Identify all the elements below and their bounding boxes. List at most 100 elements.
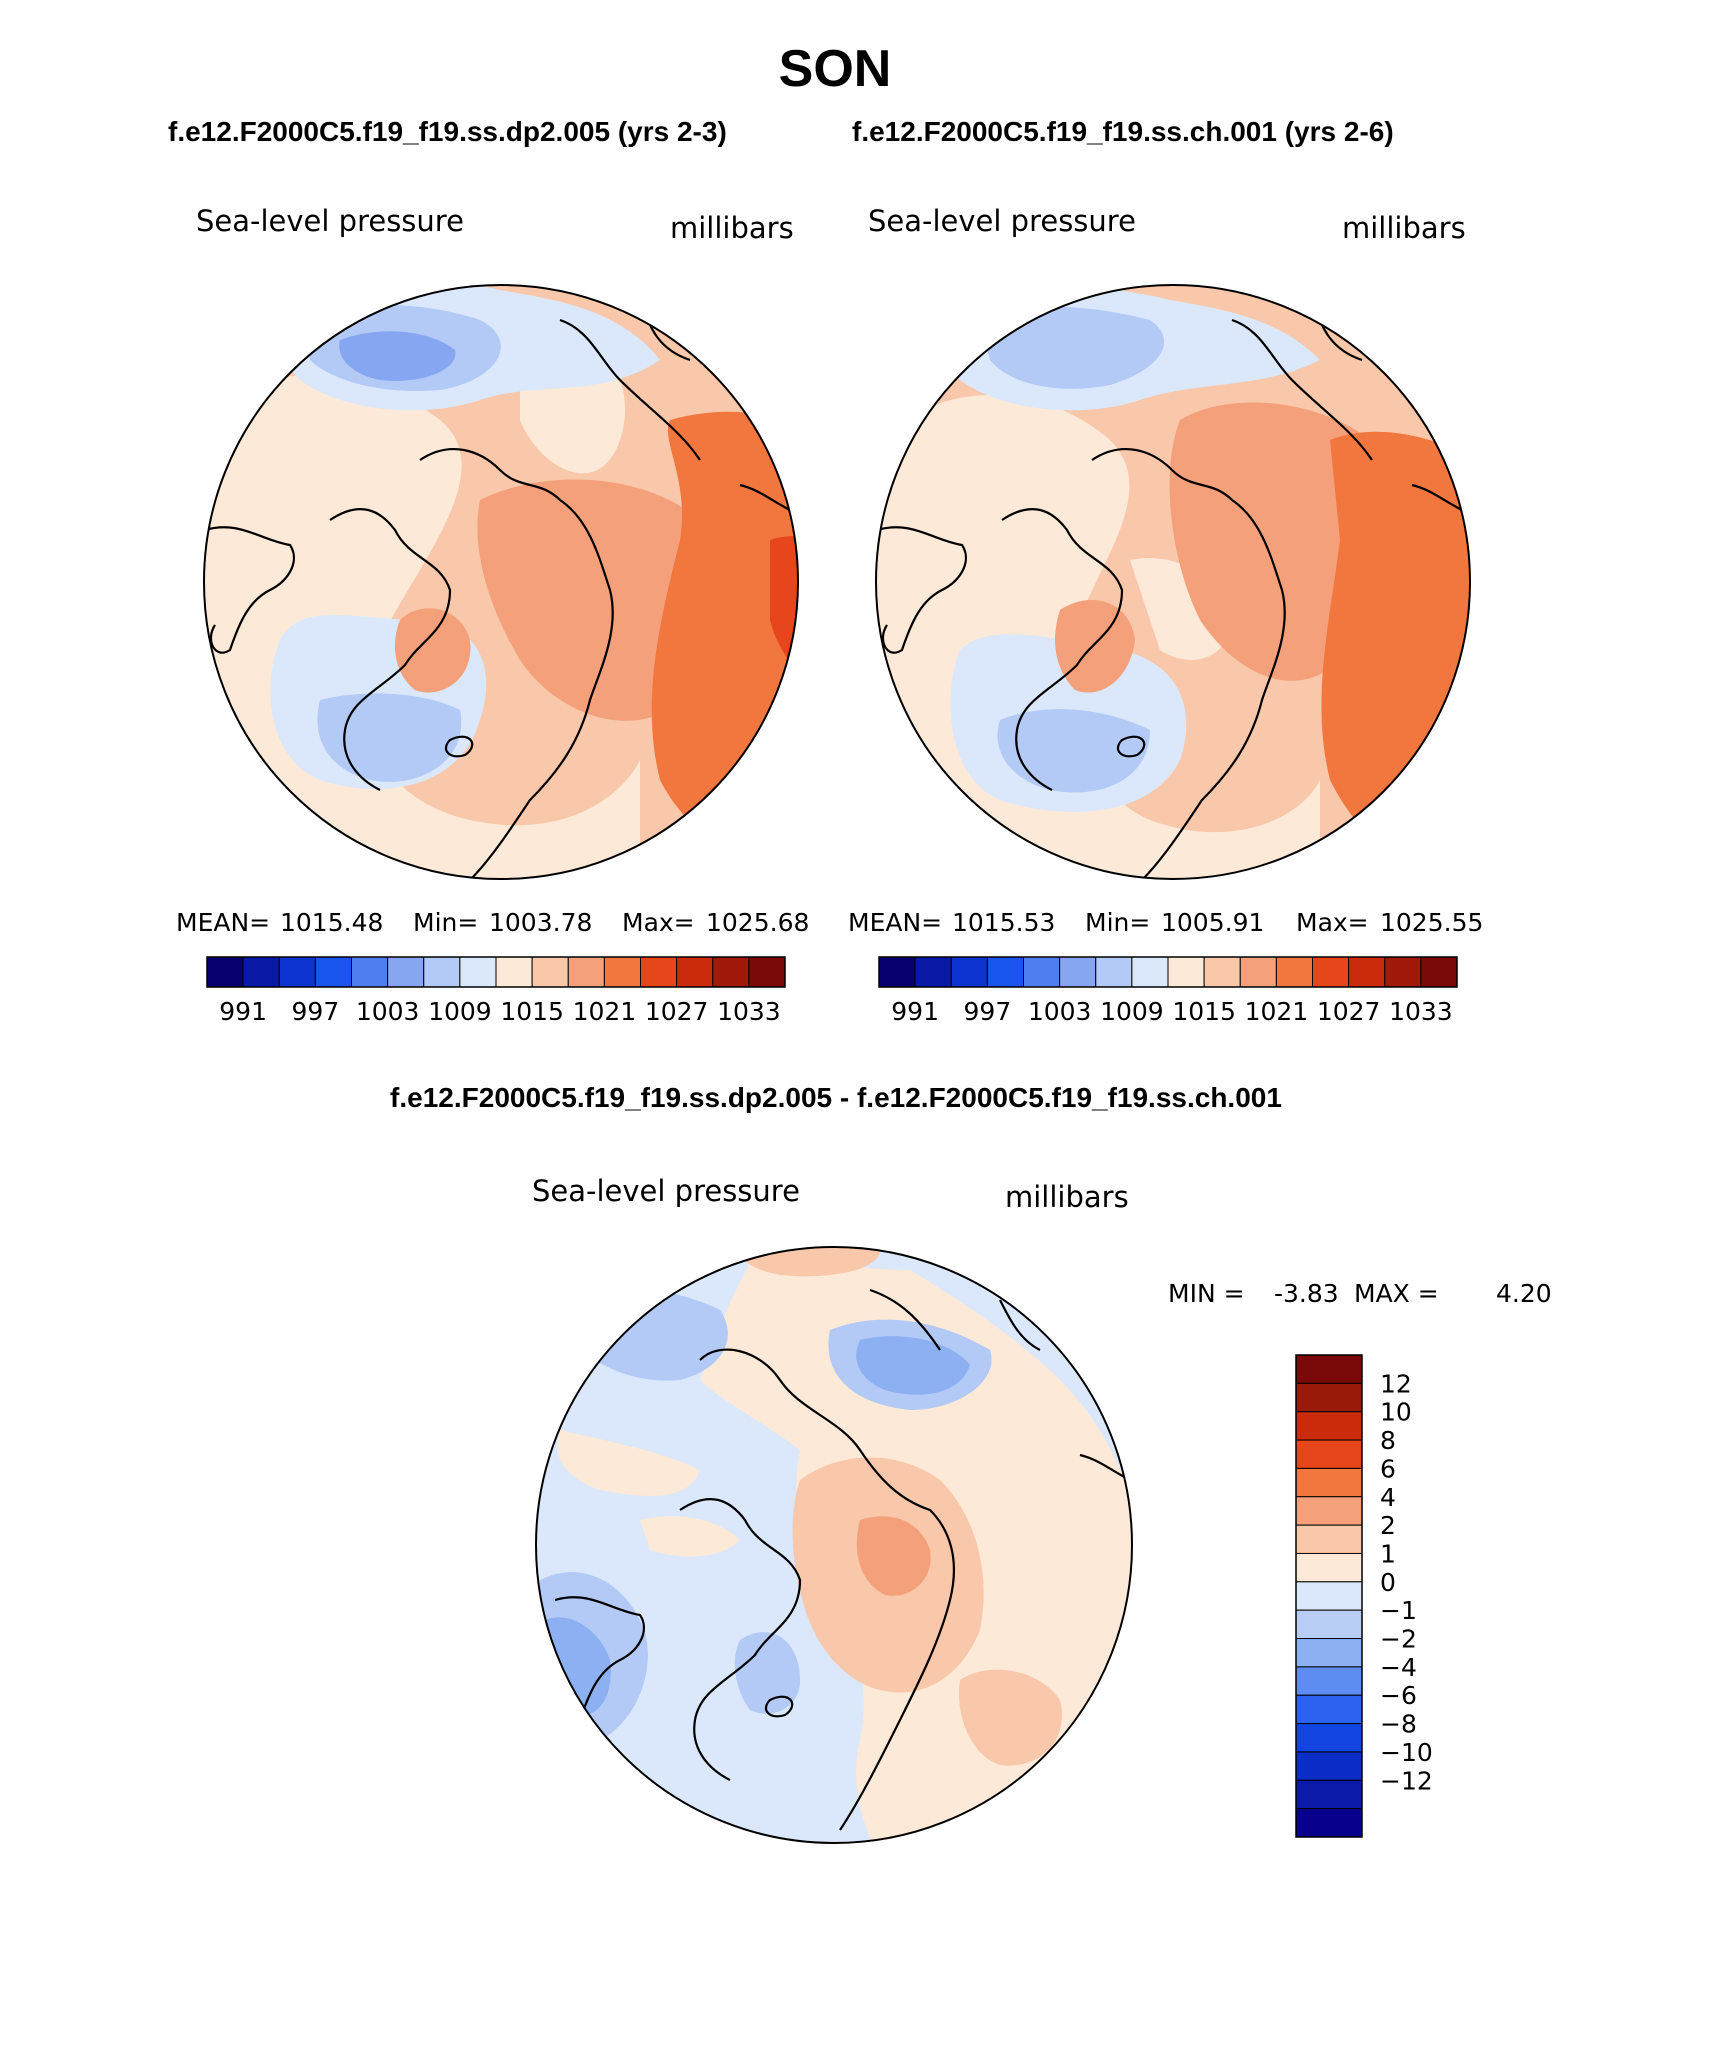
panel-diff-units: millibars <box>1005 1180 1129 1214</box>
colorbar-diff-tick-label: 10 <box>1380 1398 1412 1427</box>
colorbar-left-swatch <box>423 956 461 988</box>
colorbar-right-tick-label: 991 <box>891 997 939 1026</box>
colorbar-diff-swatch <box>1295 1609 1363 1640</box>
colorbar-right-swatch <box>914 956 952 988</box>
colorbar-left-tick-label: 997 <box>292 997 340 1026</box>
colorbar-diff-tick-label: 6 <box>1380 1454 1396 1483</box>
colorbar-diff-swatch <box>1295 1666 1363 1696</box>
colorbar-right-tick-label: 1027 <box>1317 997 1381 1026</box>
panel-left-min: 1003.78 <box>489 908 592 937</box>
panel-diff: Sea-level pressure millibars <box>532 1174 1552 1844</box>
colorbar-left-tick-label: 1009 <box>428 997 492 1026</box>
colorbar-left-tick-label: 1033 <box>717 997 781 1026</box>
colorbar-diff-swatch <box>1295 1467 1363 1498</box>
polar-map-left <box>204 285 798 879</box>
colorbar-diff-swatch <box>1295 1439 1363 1469</box>
panel-right-mean-label: MEAN= <box>848 908 942 937</box>
diff-max-label: MAX = <box>1354 1279 1439 1308</box>
colorbar-right-swatch <box>1312 956 1350 988</box>
colorbar-left-swatch <box>567 956 605 988</box>
colorbar-diff-swatch <box>1295 1694 1363 1725</box>
colorbar-diff-swatch <box>1295 1524 1363 1554</box>
colorbar-right-tick-label: 1033 <box>1389 997 1453 1026</box>
colorbar-diff-tick-label: −4 <box>1380 1653 1417 1682</box>
panel-left-max: 1025.68 <box>706 908 809 937</box>
panel-left-variable: Sea-level pressure <box>196 204 464 238</box>
colorbar-diff-tick-label: −1 <box>1380 1596 1417 1625</box>
panel-right-min: 1005.91 <box>1161 908 1264 937</box>
colorbar-left-swatch <box>640 956 678 988</box>
colorbar-left-swatch <box>351 956 389 988</box>
colorbar-right-swatch <box>986 956 1024 988</box>
colorbar-diff-swatch <box>1295 1354 1363 1384</box>
colorbar-diff-swatch <box>1295 1638 1363 1668</box>
colorbar-diff-tick-label: −12 <box>1380 1766 1433 1795</box>
colorbar-diff-swatch <box>1295 1552 1363 1583</box>
colorbar-left-swatch <box>206 956 244 988</box>
polar-map-diff <box>536 1247 1132 1843</box>
colorbar-diff-tick-label: 4 <box>1380 1483 1396 1512</box>
colorbar-left-swatch <box>242 956 280 988</box>
colorbar-right-swatch <box>1348 956 1386 988</box>
colorbar-right-swatch <box>1095 956 1133 988</box>
colorbar-right-swatch <box>1167 956 1205 988</box>
colorbar-diff-tick-label: 2 <box>1380 1511 1396 1540</box>
right-case-title: f.e12.F2000C5.f19_f19.ss.ch.001 (yrs 2-6… <box>852 116 1394 147</box>
left-case-title: f.e12.F2000C5.f19_f19.ss.dp2.005 (yrs 2-… <box>168 116 727 147</box>
colorbar-right-tick-label: 997 <box>964 997 1012 1026</box>
colorbar-left-tick-label: 991 <box>219 997 267 1026</box>
colorbar-right-swatch <box>1239 956 1277 988</box>
colorbar-right-tick-label: 1021 <box>1245 997 1309 1026</box>
panel-right-units: millibars <box>1342 211 1466 245</box>
colorbar-left-swatch <box>314 956 352 988</box>
colorbar-diff-tick-label: 12 <box>1380 1369 1412 1398</box>
colorbar-diff-swatch <box>1295 1751 1363 1781</box>
colorbar-right-swatch <box>1059 956 1097 988</box>
panel-left-mean: 1015.48 <box>280 908 383 937</box>
colorbar-right-swatch <box>1023 956 1061 988</box>
colorbar-right-tick-label: 1003 <box>1028 997 1092 1026</box>
colorbar-left-tick-label: 1015 <box>500 997 564 1026</box>
panel-right-variable: Sea-level pressure <box>868 204 1136 238</box>
colorbar-left-swatch <box>748 956 786 988</box>
colorbar-right-tick-label: 1009 <box>1100 997 1164 1026</box>
diff-min: -3.83 <box>1274 1279 1339 1308</box>
colorbar-diff-swatch <box>1295 1496 1363 1526</box>
colorbar-right-swatch <box>1275 956 1313 988</box>
colorbar-diff-swatch <box>1295 1779 1363 1810</box>
colorbar-left-swatch <box>712 956 750 988</box>
colorbar-diff-swatch <box>1295 1723 1363 1753</box>
colorbar-diff-tick-label: 8 <box>1380 1426 1396 1455</box>
colorbar-left-swatch <box>603 956 641 988</box>
colorbar-right-tick-label: 1015 <box>1172 997 1236 1026</box>
colorbar-left-swatch <box>459 956 497 988</box>
colorbar-right: 991 997 1003 1009 1015 1021 1027 1033 <box>878 956 1458 1026</box>
diff-title: f.e12.F2000C5.f19_f19.ss.dp2.005 - f.e12… <box>390 1082 1282 1113</box>
colorbar-left-swatch <box>278 956 316 988</box>
colorbar-left-tick-label: 1027 <box>645 997 709 1026</box>
colorbar-diff-tick-label: −2 <box>1380 1625 1417 1654</box>
colorbar-left-swatch <box>531 956 569 988</box>
colorbar-left-swatch <box>495 956 533 988</box>
colorbar-diff-swatch <box>1295 1581 1363 1611</box>
colorbar-left-swatch <box>676 956 714 988</box>
colorbar-right-swatch <box>1203 956 1241 988</box>
polar-map-right <box>876 285 1470 879</box>
panel-right: Sea-level pressure millibars <box>848 204 1483 1026</box>
figure-title: SON <box>779 40 892 98</box>
colorbar-left-swatch <box>387 956 425 988</box>
colorbar-left: 991 997 1003 1009 1015 1021 1027 1033 <box>206 956 786 1026</box>
colorbar-diff-tick-label: 1 <box>1380 1539 1396 1568</box>
panel-right-mean: 1015.53 <box>952 908 1055 937</box>
panel-diff-variable: Sea-level pressure <box>532 1174 800 1208</box>
diff-min-label: MIN = <box>1168 1279 1245 1308</box>
colorbar-left-tick-label: 1021 <box>573 997 637 1026</box>
diff-max: 4.20 <box>1496 1279 1552 1308</box>
colorbar-right-swatch <box>950 956 988 988</box>
panel-left: Sea-level pressure millibars <box>176 204 809 1026</box>
colorbar-diff-swatch <box>1295 1411 1363 1441</box>
colorbar-right-swatch <box>1420 956 1458 988</box>
colorbar-diff-swatch <box>1295 1808 1363 1838</box>
